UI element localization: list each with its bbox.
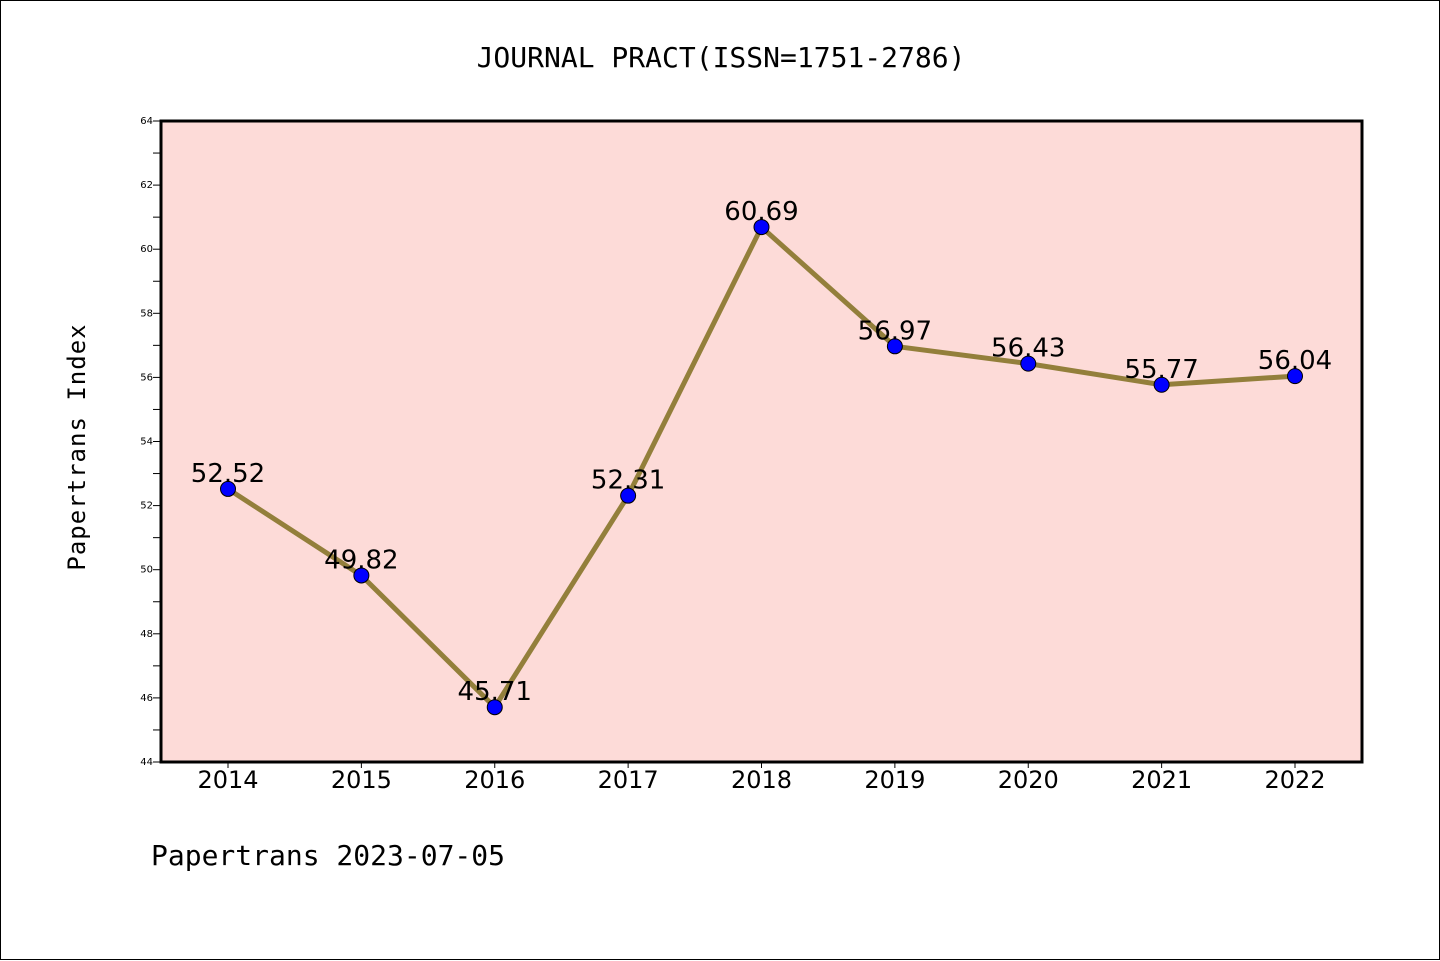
y-axis-label: Papertrans Index xyxy=(63,323,91,570)
data-label: 56.97 xyxy=(858,316,932,346)
x-tick-label: 2016 xyxy=(464,766,525,794)
footer-credit: Papertrans 2023-07-05 xyxy=(151,839,505,872)
data-label: 55.77 xyxy=(1124,355,1198,385)
data-point[interactable] xyxy=(620,487,637,504)
x-tick-label: 2015 xyxy=(331,766,392,794)
y-tick-label: 48 xyxy=(140,629,153,640)
y-tick-label: 58 xyxy=(140,308,153,319)
x-tick-label: 2018 xyxy=(731,766,792,794)
x-tick-label: 2021 xyxy=(1131,766,1192,794)
x-tick-label: 2020 xyxy=(998,766,1059,794)
data-point[interactable] xyxy=(486,699,503,716)
data-label: 52.52 xyxy=(191,459,265,489)
chart-title: JOURNAL PRACT(ISSN=1751-2786) xyxy=(477,41,966,74)
x-tick-label: 2014 xyxy=(197,766,258,794)
y-tick-label: 60 xyxy=(140,244,153,255)
y-tick-label: 54 xyxy=(140,437,153,448)
plot-area: 44 46 48 50 52 54 56 58 60 62 64 2014 2015 2016 2017 20… xyxy=(140,116,1364,794)
data-point[interactable] xyxy=(886,338,903,355)
x-tick-label: 2017 xyxy=(598,766,659,794)
y-tick-label: 52 xyxy=(140,501,153,512)
data-label: 56.04 xyxy=(1258,346,1332,376)
plot-border xyxy=(159,119,1364,764)
data-label: 60.69 xyxy=(724,197,798,227)
y-tick-label: 56 xyxy=(140,372,153,383)
data-point[interactable] xyxy=(220,480,236,497)
data-label: 52.31 xyxy=(591,466,665,496)
y-tick-label: 46 xyxy=(140,693,153,704)
y-tick-label: 44 xyxy=(140,757,153,768)
x-tick-label: 2019 xyxy=(864,766,925,794)
y-tick-label: 50 xyxy=(140,565,153,576)
y-tick-label: 62 xyxy=(140,180,153,191)
y-tick-label: 64 xyxy=(140,116,153,127)
data-point[interactable] xyxy=(1020,355,1037,372)
x-tick-label: 2022 xyxy=(1264,766,1325,794)
data-label: 49.82 xyxy=(324,545,398,575)
data-label: 45.71 xyxy=(458,677,532,707)
data-point[interactable] xyxy=(1287,368,1303,385)
data-label: 56.43 xyxy=(991,334,1065,364)
data-point[interactable] xyxy=(1153,376,1170,393)
data-point[interactable] xyxy=(753,219,770,236)
data-point[interactable] xyxy=(353,567,370,584)
